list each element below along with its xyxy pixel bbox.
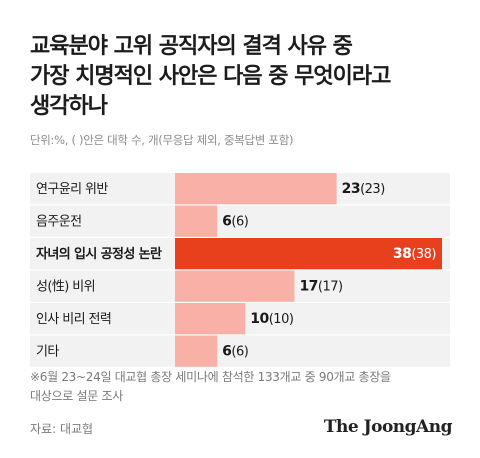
joongang-logo: The JoongAng xyxy=(323,417,453,437)
bar xyxy=(175,335,218,367)
title-line-1: 교육분야 고위 공직자의 결격 사유 중 xyxy=(30,34,353,59)
row-background xyxy=(30,335,450,367)
value-label: 23(23) xyxy=(342,181,385,197)
value-label: 6(6) xyxy=(222,344,248,360)
bar xyxy=(175,270,295,302)
value-label: 6(6) xyxy=(222,214,248,230)
source-text: 자료: 대교협 xyxy=(30,422,94,436)
category-label: 성(性) 비위 xyxy=(36,280,95,295)
value-label: 17(17) xyxy=(299,279,342,295)
value-label: 38(38) xyxy=(393,246,436,262)
note-line-2: 대상으로 설문 조사 xyxy=(30,389,123,403)
category-label: 자녀의 입시 공정성 논란 xyxy=(36,246,162,262)
category-label: 인사 비리 전력 xyxy=(36,312,111,327)
bar xyxy=(175,303,246,335)
bar xyxy=(175,205,218,237)
bar xyxy=(175,238,442,270)
survey-note: ※6월 23~24일 대교협 총장 세미나에 참석한 133개교 중 90개교 … xyxy=(30,368,460,406)
title-line-3: 생각하나 xyxy=(30,94,108,119)
title-line-2: 가장 치명적인 사안은 다음 중 무엇이라고 xyxy=(30,64,391,89)
row-background xyxy=(30,205,450,237)
category-label: 기타 xyxy=(36,345,59,360)
bar xyxy=(175,173,337,205)
value-label: 10(10) xyxy=(250,311,293,327)
unit-subtitle: 단위:%, ( )안은 대학 수, 개(무응답 제외, 중복답변 포함) xyxy=(30,133,294,147)
category-label: 음주운전 xyxy=(36,215,81,230)
note-line-1: ※6월 23~24일 대교협 총장 세미나에 참석한 133개교 중 90개교 … xyxy=(30,370,391,384)
category-label: 연구윤리 위반 xyxy=(36,182,108,197)
chart-title: 교육분야 고위 공직자의 결격 사유 중 가장 치명적인 사안은 다음 중 무엇… xyxy=(30,32,460,122)
